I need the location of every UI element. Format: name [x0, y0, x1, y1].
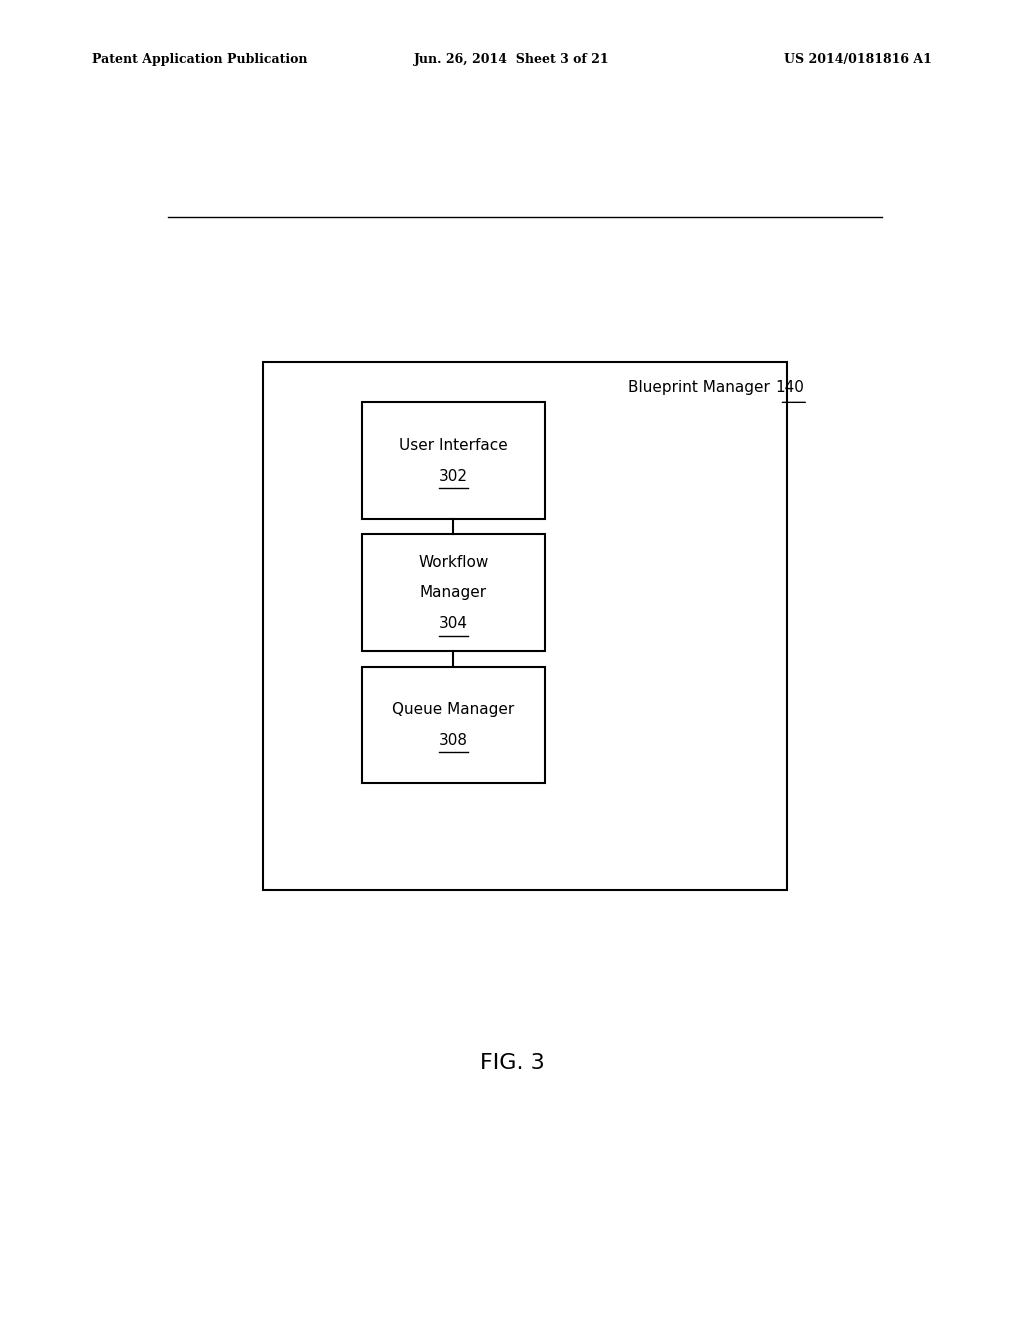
Text: Queue Manager: Queue Manager	[392, 702, 514, 717]
Text: Blueprint Manager: Blueprint Manager	[628, 380, 775, 395]
Text: Workflow: Workflow	[418, 554, 488, 570]
Text: FIG. 3: FIG. 3	[479, 1052, 545, 1073]
Text: US 2014/0181816 A1: US 2014/0181816 A1	[784, 53, 932, 66]
Text: 308: 308	[439, 733, 468, 748]
Text: Manager: Manager	[420, 585, 487, 601]
Text: Jun. 26, 2014  Sheet 3 of 21: Jun. 26, 2014 Sheet 3 of 21	[414, 53, 610, 66]
Text: Patent Application Publication: Patent Application Publication	[92, 53, 307, 66]
Text: 304: 304	[439, 616, 468, 631]
FancyBboxPatch shape	[263, 362, 786, 890]
FancyBboxPatch shape	[362, 403, 545, 519]
Text: 302: 302	[439, 469, 468, 483]
Text: User Interface: User Interface	[399, 438, 508, 453]
FancyBboxPatch shape	[362, 667, 545, 784]
Text: 140: 140	[775, 380, 805, 395]
FancyBboxPatch shape	[362, 535, 545, 651]
